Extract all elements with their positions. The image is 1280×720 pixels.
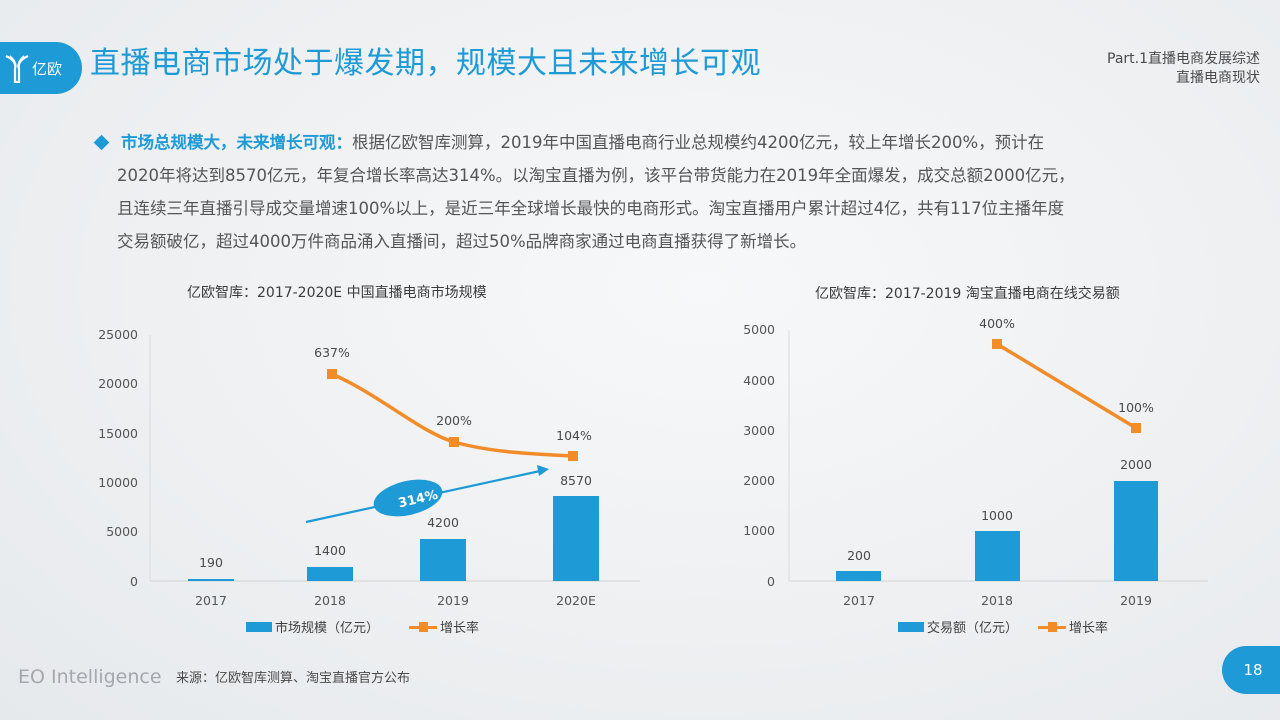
section-breadcrumb: Part.1直播电商发展综述 直播电商现状 [1107,50,1260,88]
left-chart-legend: 市场规模（亿元） 增长率 [246,617,479,636]
y-tick: 15000 [98,426,138,441]
y-tick: 25000 [98,327,138,342]
svg-text:5000: 5000 [743,322,775,337]
svg-text:1000: 1000 [743,523,775,538]
page-title: 直播电商市场处于爆发期，规模大且未来增长可观 [90,46,761,81]
legend-bar-swatch [898,621,924,632]
source-note: 来源：亿欧智库测算、淘宝直播官方公布 [176,671,411,686]
page-number: 18 [1222,646,1280,694]
summary-lead: 市场总规模大，未来增长可观： [121,133,352,152]
svg-text:400%: 400% [979,316,1015,331]
legend-line-swatch [1038,621,1067,632]
left-y-axis: 25000 20000 15000 10000 5000 0 [98,327,138,589]
svg-text:100%: 100% [1118,400,1154,415]
svg-text:2017: 2017 [195,593,227,608]
section-part: Part.1直播电商发展综述 [1107,51,1260,67]
bar-2019 [420,539,466,581]
arrow-head-icon [537,465,549,476]
cagr-annotation: 314% [305,465,549,524]
bar-2019 [1114,481,1158,581]
y-tick: 0 [130,574,138,589]
bar-2020e [553,496,599,581]
svg-text:1000: 1000 [981,508,1013,523]
legend-line-label: 增长率 [1069,621,1109,636]
svg-text:200: 200 [847,548,871,563]
svg-text:637%: 637% [314,345,350,360]
summary-line-3: 且连续三年直播引导成交量增速100%以上，是近三年全球增长最快的电商形式。淘宝直… [117,199,1065,218]
right-y-axis: 5000 4000 3000 2000 1000 0 [743,322,775,589]
right-chart-legend: 交易额（亿元） 增长率 [898,617,1108,636]
svg-text:2000: 2000 [743,473,775,488]
right-chart: 5000 4000 3000 2000 1000 0 200 1000 2000… [743,316,1208,608]
y-tick: 20000 [98,376,138,391]
left-growth-line: 637% 200% 104% [314,345,592,461]
svg-text:0: 0 [767,574,775,589]
svg-text:4200: 4200 [427,515,459,530]
svg-text:2018: 2018 [981,593,1013,608]
legend-line-label: 增长率 [440,621,480,636]
logo-text: 亿欧 [32,59,63,78]
left-bar-labels: 190 1400 4200 8570 [199,473,592,570]
legend-bar-label: 交易额（亿元） [927,621,1019,636]
legend-bar-label: 市场规模（亿元） [275,621,380,636]
left-bars [188,496,599,581]
footer-brand: EO Intelligence [18,666,162,688]
right-bars [836,481,1158,581]
right-bar-labels: 200 1000 2000 [847,457,1152,563]
svg-text:104%: 104% [556,428,592,443]
svg-text:2019: 2019 [437,593,469,608]
summary-paragraph: 市场总规模大，未来增长可观：根据亿欧智库测算，2019年中国直播电商行业总规模约… [90,126,1200,258]
left-chart: 25000 20000 15000 10000 5000 0 190 1400 … [98,327,640,608]
summary-line-2: 2020年将达到8570亿元，年复合增长率高达314%。以淘宝直播为例，该平台带… [117,166,1075,185]
summary-line-4: 交易额破亿，超过4000万件商品涌入直播间，超过50%品牌商家通过电商直播获得了… [117,232,807,251]
right-growth-line: 400% 100% [979,316,1154,433]
svg-text:190: 190 [199,555,223,570]
svg-text:2017: 2017 [843,593,875,608]
left-chart-title: 亿欧智库：2017-2020E 中国直播电商市场规模 [187,285,487,301]
logo-y-icon [5,54,29,83]
svg-text:3000: 3000 [743,423,775,438]
svg-text:200%: 200% [436,413,472,428]
right-x-axis: 2017 2018 2019 [843,593,1152,608]
legend-bar-swatch [246,621,272,632]
svg-text:8570: 8570 [560,473,592,488]
bar-2017 [188,579,234,581]
svg-text:4000: 4000 [743,373,775,388]
bar-2018 [975,531,1020,581]
svg-text:2018: 2018 [314,593,346,608]
bar-2018 [307,567,353,581]
left-x-axis: 2017 2018 2019 2020E [195,593,596,608]
legend-line-swatch [409,621,438,632]
section-subtitle: 直播电商现状 [1176,70,1260,86]
brand-logo: 亿欧 [0,42,82,94]
svg-text:2019: 2019 [1120,593,1152,608]
summary-line-1: 根据亿欧智库测算，2019年中国直播电商行业总规模约4200亿元，较上年增长20… [352,133,1045,152]
svg-text:1400: 1400 [314,543,346,558]
svg-text:2000: 2000 [1120,457,1152,472]
y-tick: 10000 [98,475,138,490]
svg-text:2020E: 2020E [556,593,596,608]
bar-2017 [836,571,881,581]
y-tick: 5000 [106,524,138,539]
right-chart-title: 亿欧智库：2017-2019 淘宝直播电商在线交易额 [815,286,1120,302]
